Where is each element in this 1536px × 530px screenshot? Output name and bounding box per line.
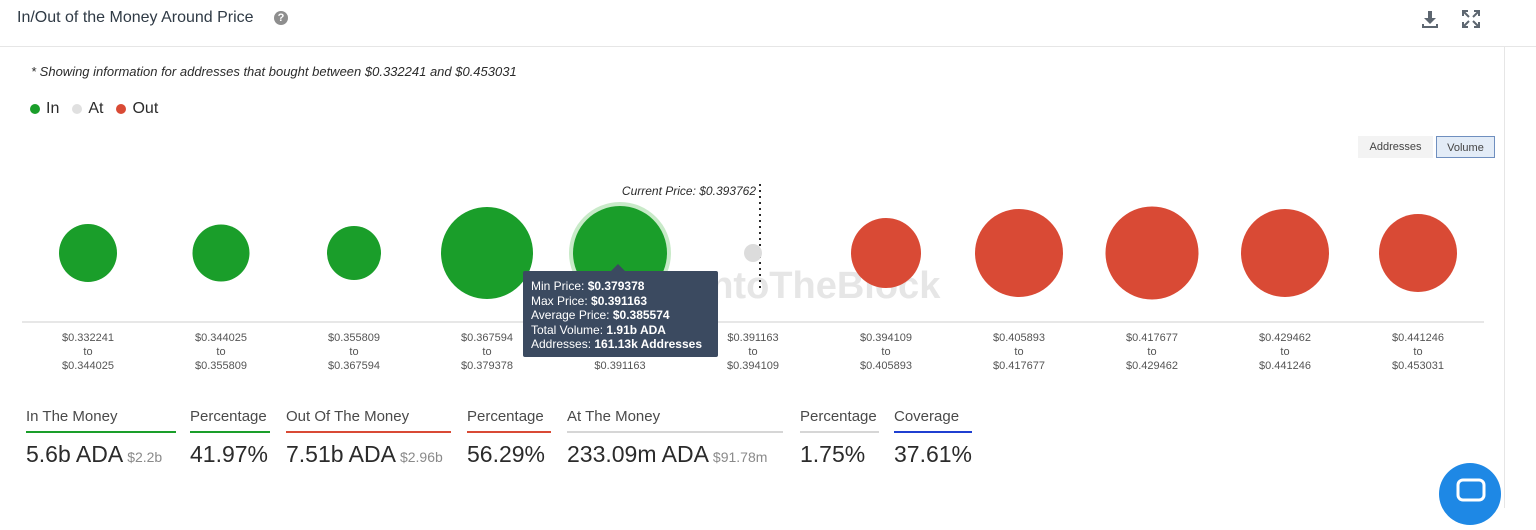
tick-from-9: $0.429462	[1259, 332, 1311, 344]
stat-out-pct-value: 56.29%	[467, 441, 546, 467]
tick-to-word-0: to	[83, 346, 92, 358]
widget-header: In/Out of the Money Around Price ?	[0, 0, 1536, 47]
stat-in-pct-label: Percentage	[190, 406, 270, 433]
tick-to-4: $0.391163	[594, 360, 645, 372]
chat-bubble-icon[interactable]	[1439, 463, 1501, 525]
download-icon[interactable]	[1419, 8, 1441, 30]
tick-to-0: $0.344025	[62, 360, 114, 372]
legend-item-in[interactable]: In	[30, 100, 59, 118]
bubble-out-7	[975, 209, 1063, 297]
chat-glyph	[1456, 478, 1486, 502]
expand-icon[interactable]	[1460, 8, 1482, 30]
bubble-in-1	[192, 224, 250, 282]
tick-to-6: $0.405893	[860, 360, 912, 372]
tick-to-word-5: to	[748, 346, 757, 358]
stat-out-pct-label: Percentage	[467, 406, 551, 433]
tick-from-2: $0.355809	[328, 332, 380, 344]
panel-divider	[1504, 46, 1505, 508]
stat-at-pct-value: 1.75%	[800, 441, 866, 467]
legend-dot-out	[116, 104, 127, 114]
legend-label-in: In	[46, 100, 60, 117]
tick-to-word-10: to	[1413, 346, 1422, 358]
tick-to-word-7: to	[1014, 346, 1023, 358]
stat-coverage: Coverage 37.61%	[894, 406, 972, 468]
tick-from-8: $0.417677	[1126, 332, 1178, 344]
tick-from-0: $0.332241	[62, 332, 114, 344]
stat-at-label: At The Money	[567, 406, 783, 433]
tick-to-word-2: to	[349, 346, 358, 358]
stat-coverage-label: Coverage	[894, 406, 972, 433]
tick-to-word-1: to	[216, 346, 225, 358]
legend-label-out: Out	[132, 100, 159, 117]
tick-to-8: $0.429462	[1126, 360, 1178, 372]
stat-at-the-money: At The Money 233.09m ADA $91.78m	[567, 406, 783, 468]
current-price-label: Current Price: $0.393762	[622, 184, 756, 198]
question-circle-icon[interactable]: ?	[274, 11, 288, 25]
legend-item-at[interactable]: At	[72, 100, 103, 118]
bubble-at-5	[744, 244, 762, 262]
stat-at-percentage: Percentage 1.75%	[800, 406, 879, 468]
bubble-in-3	[441, 207, 533, 299]
tick-from-1: $0.344025	[195, 332, 247, 344]
stat-out-value: 7.51b ADA $2.96b	[286, 441, 443, 467]
stat-at-usd: $91.78m	[712, 449, 768, 465]
tick-from-10: $0.441246	[1392, 332, 1444, 344]
legend-item-out[interactable]: Out	[116, 100, 158, 118]
tick-to-5: $0.394109	[727, 360, 779, 372]
stat-in-usd: $2.2b	[127, 449, 163, 465]
tick-from-3: $0.367594	[461, 332, 513, 344]
tooltip-min: Min Price: $0.379378	[531, 279, 645, 293]
tooltip-addresses: Addresses: 161.13k Addresses	[531, 337, 703, 352]
bubble-out-10	[1379, 214, 1457, 292]
stat-in-the-money: In The Money 5.6b ADA $2.2b	[26, 406, 176, 468]
tick-to-word-3: to	[482, 346, 491, 358]
tick-from-5: $0.391163	[727, 332, 778, 344]
tooltip-avg: Average Price: $0.385574	[531, 308, 670, 323]
toggle-addresses[interactable]: Addresses	[1358, 136, 1433, 158]
tick-to-7: $0.417677	[993, 360, 1045, 372]
tick-to-word-8: to	[1147, 346, 1156, 358]
legend-dot-at	[72, 104, 83, 114]
tick-from-6: $0.394109	[860, 332, 912, 344]
tick-to-10: $0.453031	[1392, 360, 1444, 372]
stat-in-pct-value: 41.97%	[190, 441, 269, 467]
tick-to-9: $0.441246	[1259, 360, 1311, 372]
bubble-out-9	[1241, 209, 1329, 297]
tick-from-7: $0.405893	[993, 332, 1045, 344]
tick-to-word-9: to	[1280, 346, 1289, 358]
bubble-tooltip: Min Price: $0.379378 Max Price: $0.39116…	[523, 271, 718, 357]
tooltip-max: Max Price: $0.391163	[531, 293, 648, 308]
stat-out-percentage: Percentage 56.29%	[467, 406, 551, 468]
stat-in-value: 5.6b ADA $2.2b	[26, 441, 163, 467]
tick-to-2: $0.367594	[328, 360, 380, 372]
tooltip-volume: Total Volume: 1.91b ADA	[531, 322, 666, 337]
tick-to-3: $0.379378	[461, 360, 513, 372]
stat-out-usd: $2.96b	[399, 449, 443, 465]
legend-dot-in	[30, 104, 40, 114]
tooltip-arrow	[611, 264, 625, 271]
stat-at-pct-label: Percentage	[800, 406, 879, 433]
tick-to-word-6: to	[881, 346, 890, 358]
info-note: * Showing information for addresses that…	[31, 64, 517, 79]
stat-out-of-the-money: Out Of The Money 7.51b ADA $2.96b	[286, 406, 451, 468]
toggle-volume[interactable]: Volume	[1436, 136, 1495, 158]
legend-label-at: At	[88, 100, 104, 117]
bubble-out-6	[851, 218, 921, 288]
stat-at-value: 233.09m ADA $91.78m	[567, 441, 768, 467]
widget-title: In/Out of the Money Around Price	[17, 9, 254, 26]
chart-legend: In At Out	[30, 100, 158, 118]
stat-in-percentage: Percentage 41.97%	[190, 406, 270, 468]
bubble-out-8	[1105, 206, 1199, 300]
bubble-in-0	[59, 224, 117, 282]
stat-coverage-value: 37.61%	[894, 441, 973, 467]
bubble-in-2	[327, 226, 381, 280]
stat-in-label: In The Money	[26, 406, 176, 433]
stat-out-label: Out Of The Money	[286, 406, 451, 433]
tick-to-1: $0.355809	[195, 360, 247, 372]
